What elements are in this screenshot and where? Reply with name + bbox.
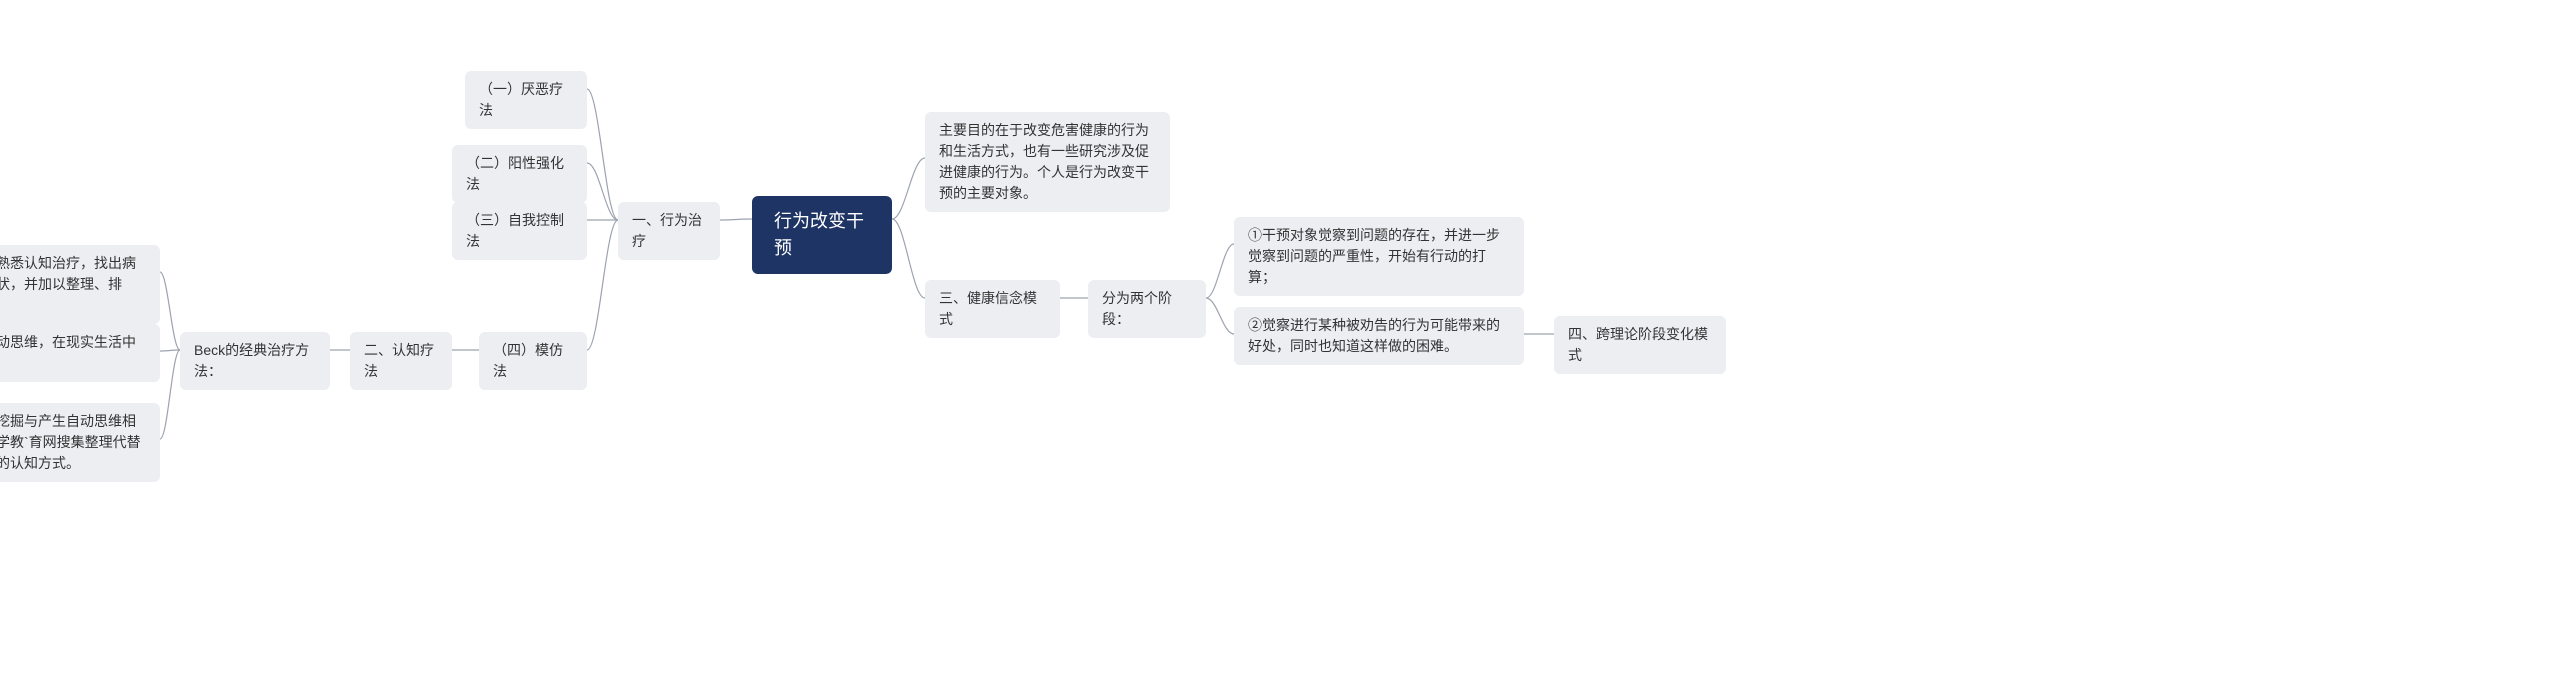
node-n3: 三、健康信念模式 (925, 280, 1060, 338)
edge (160, 350, 180, 351)
edge (1206, 298, 1234, 334)
edge (587, 220, 618, 350)
node-desc: 主要目的在于改变危害健康的行为和生活方式，也有一些研究涉及促进健康的行为。个人是… (925, 112, 1170, 212)
node-n2_early: 治疗早期：让患者熟悉认知治疗，找出病人的主要问题、症状，并加以整理、排列； (0, 245, 160, 324)
node-n2: 二、认知疗法 (350, 332, 452, 390)
edge (587, 89, 618, 220)
node-n1: 一、行为治疗 (618, 202, 720, 260)
node-n3_a: ①干预对象觉察到问题的存在，并进一步觉察到问题的严重性，开始有行动的打算； (1234, 217, 1524, 296)
edge (892, 158, 925, 219)
edge (160, 350, 180, 439)
node-n2_late: 治疗后期：进一步挖掘与产生自动思维相关的认知方式，医学教`育网搜集整理代替已能适… (0, 403, 160, 482)
node-n2_mid: 治疗中期：引出自动思维，在现实生活中加以检验、修正； (0, 324, 160, 382)
edge (1206, 244, 1234, 298)
edge (892, 219, 925, 298)
node-n1_3: （三）自我控制法 (452, 202, 587, 260)
node-n4: 四、跨理论阶段变化模式 (1554, 316, 1726, 374)
edge (587, 163, 618, 220)
node-n1_2: （二）阳性强化法 (452, 145, 587, 203)
node-n3_two: 分为两个阶段： (1088, 280, 1206, 338)
edge (720, 219, 752, 220)
node-n1_1: （一）厌恶疗法 (465, 71, 587, 129)
node-n3_b: ②觉察进行某种被劝告的行为可能带来的好处，同时也知道这样做的困难。 (1234, 307, 1524, 365)
node-root: 行为改变干预 (752, 196, 892, 274)
edge (160, 272, 180, 350)
node-n2_beck: Beck的经典治疗方法： (180, 332, 330, 390)
node-n1_4: （四）模仿法 (479, 332, 587, 390)
